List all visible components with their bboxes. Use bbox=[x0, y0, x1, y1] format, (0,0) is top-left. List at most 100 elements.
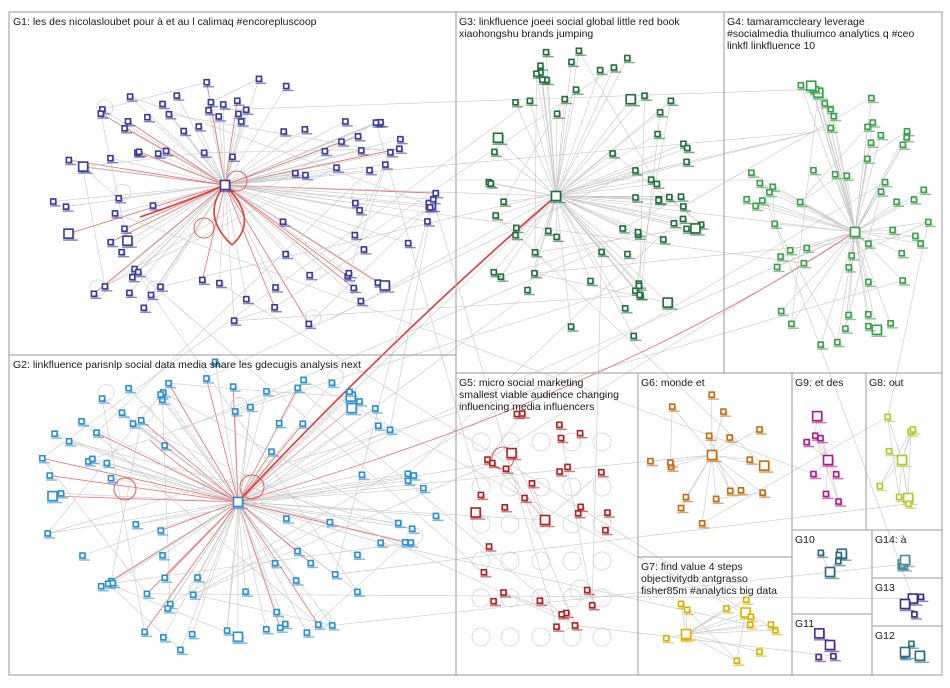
g5-node bbox=[501, 503, 513, 513]
self-loop bbox=[562, 588, 582, 608]
g2-node bbox=[103, 459, 115, 469]
g4-node bbox=[864, 123, 876, 133]
g11-node bbox=[815, 653, 827, 663]
g4-node bbox=[752, 202, 764, 212]
g2-edge bbox=[237, 423, 280, 503]
g1-node bbox=[332, 164, 344, 173]
g4-node bbox=[831, 170, 843, 180]
g3-node bbox=[553, 233, 565, 243]
g4-node bbox=[881, 178, 893, 188]
g1-edge bbox=[224, 184, 235, 321]
g2-edge bbox=[214, 361, 239, 503]
g3-node bbox=[689, 223, 705, 236]
g2-node bbox=[159, 634, 171, 643]
self-loop bbox=[531, 551, 551, 571]
g1-edge bbox=[129, 96, 226, 186]
g3-node bbox=[575, 47, 587, 56]
g2-edge bbox=[192, 521, 331, 595]
g2-edge bbox=[42, 457, 239, 503]
g1-node bbox=[162, 147, 174, 157]
g5-node bbox=[490, 597, 502, 607]
g1-node bbox=[429, 195, 441, 205]
g5-node bbox=[558, 611, 570, 620]
g1-edge bbox=[176, 95, 226, 186]
g4-edge bbox=[851, 221, 929, 256]
cross-group-edge bbox=[487, 262, 804, 460]
g1-edge bbox=[224, 184, 409, 244]
g2-edge bbox=[162, 399, 171, 605]
g12-label: G12 bbox=[875, 630, 895, 642]
g2-node bbox=[229, 383, 241, 392]
g1-edge bbox=[224, 184, 362, 302]
g6-node bbox=[705, 432, 717, 442]
g2-node bbox=[107, 474, 119, 484]
cross-group-edge bbox=[179, 249, 601, 431]
g4-node bbox=[771, 220, 783, 230]
g5-edge bbox=[505, 468, 546, 521]
g1-edge bbox=[224, 184, 310, 276]
g1-node bbox=[49, 198, 61, 207]
g2-node bbox=[353, 588, 365, 598]
g4-node bbox=[924, 218, 936, 228]
g4-edge bbox=[780, 231, 856, 312]
cross-group-edge bbox=[759, 182, 914, 599]
self-loop bbox=[113, 477, 137, 501]
g1-label: G1: les des nicolasloubet pour à et au l… bbox=[13, 16, 317, 28]
g3-edge bbox=[495, 195, 557, 216]
g4-edge bbox=[845, 191, 882, 329]
g3-node bbox=[500, 198, 512, 207]
g2-edge bbox=[81, 421, 239, 503]
g4-node bbox=[877, 188, 889, 197]
g2-edge bbox=[237, 501, 406, 543]
g3-edge bbox=[555, 195, 591, 282]
g1-edge bbox=[224, 184, 428, 222]
g2-edge bbox=[237, 423, 304, 503]
g4-edge bbox=[854, 201, 897, 233]
g3-edge bbox=[555, 69, 601, 197]
self-loop bbox=[500, 551, 520, 571]
g2-edge bbox=[144, 501, 239, 633]
g3-edge bbox=[555, 153, 613, 197]
g2-edge bbox=[167, 501, 239, 609]
g1-edge bbox=[114, 184, 226, 214]
g1-node bbox=[282, 82, 294, 92]
g3-node bbox=[659, 236, 671, 245]
g3-edge bbox=[555, 112, 661, 197]
g2-node bbox=[371, 405, 383, 414]
g6-edge bbox=[670, 454, 713, 468]
g2-edge bbox=[112, 501, 239, 584]
g1-edge bbox=[83, 152, 205, 167]
self-loop bbox=[562, 477, 582, 497]
self-loop bbox=[193, 217, 215, 239]
g3-node bbox=[542, 48, 554, 58]
g2-edge bbox=[237, 480, 409, 503]
g7-node bbox=[742, 596, 754, 605]
cross-group-edge bbox=[332, 564, 903, 626]
g3-node bbox=[490, 148, 502, 158]
cross-group-edge bbox=[170, 181, 886, 605]
g7-node bbox=[733, 657, 745, 666]
g4-edge bbox=[791, 92, 819, 324]
g4-node bbox=[848, 252, 860, 261]
g8-hub-node bbox=[896, 454, 912, 468]
g6-node bbox=[646, 457, 658, 467]
cross-group-edge bbox=[224, 184, 557, 197]
g4-node bbox=[787, 320, 799, 329]
g5-node bbox=[556, 468, 568, 477]
g2-node bbox=[408, 525, 420, 534]
g2-node bbox=[118, 409, 130, 418]
g6-node bbox=[759, 489, 771, 498]
g5-edge bbox=[531, 483, 546, 521]
g4-edge bbox=[854, 199, 915, 233]
g1-node bbox=[228, 153, 240, 162]
g7-edge bbox=[685, 629, 776, 635]
g2-node bbox=[281, 620, 293, 630]
g2-node bbox=[46, 472, 58, 481]
g4-node bbox=[845, 311, 857, 321]
g2-edge bbox=[81, 421, 319, 625]
g1-edge bbox=[224, 184, 348, 277]
g5-edge bbox=[511, 452, 546, 521]
g9-node bbox=[803, 438, 815, 448]
g1-node bbox=[156, 283, 168, 292]
g6-node bbox=[726, 487, 738, 496]
